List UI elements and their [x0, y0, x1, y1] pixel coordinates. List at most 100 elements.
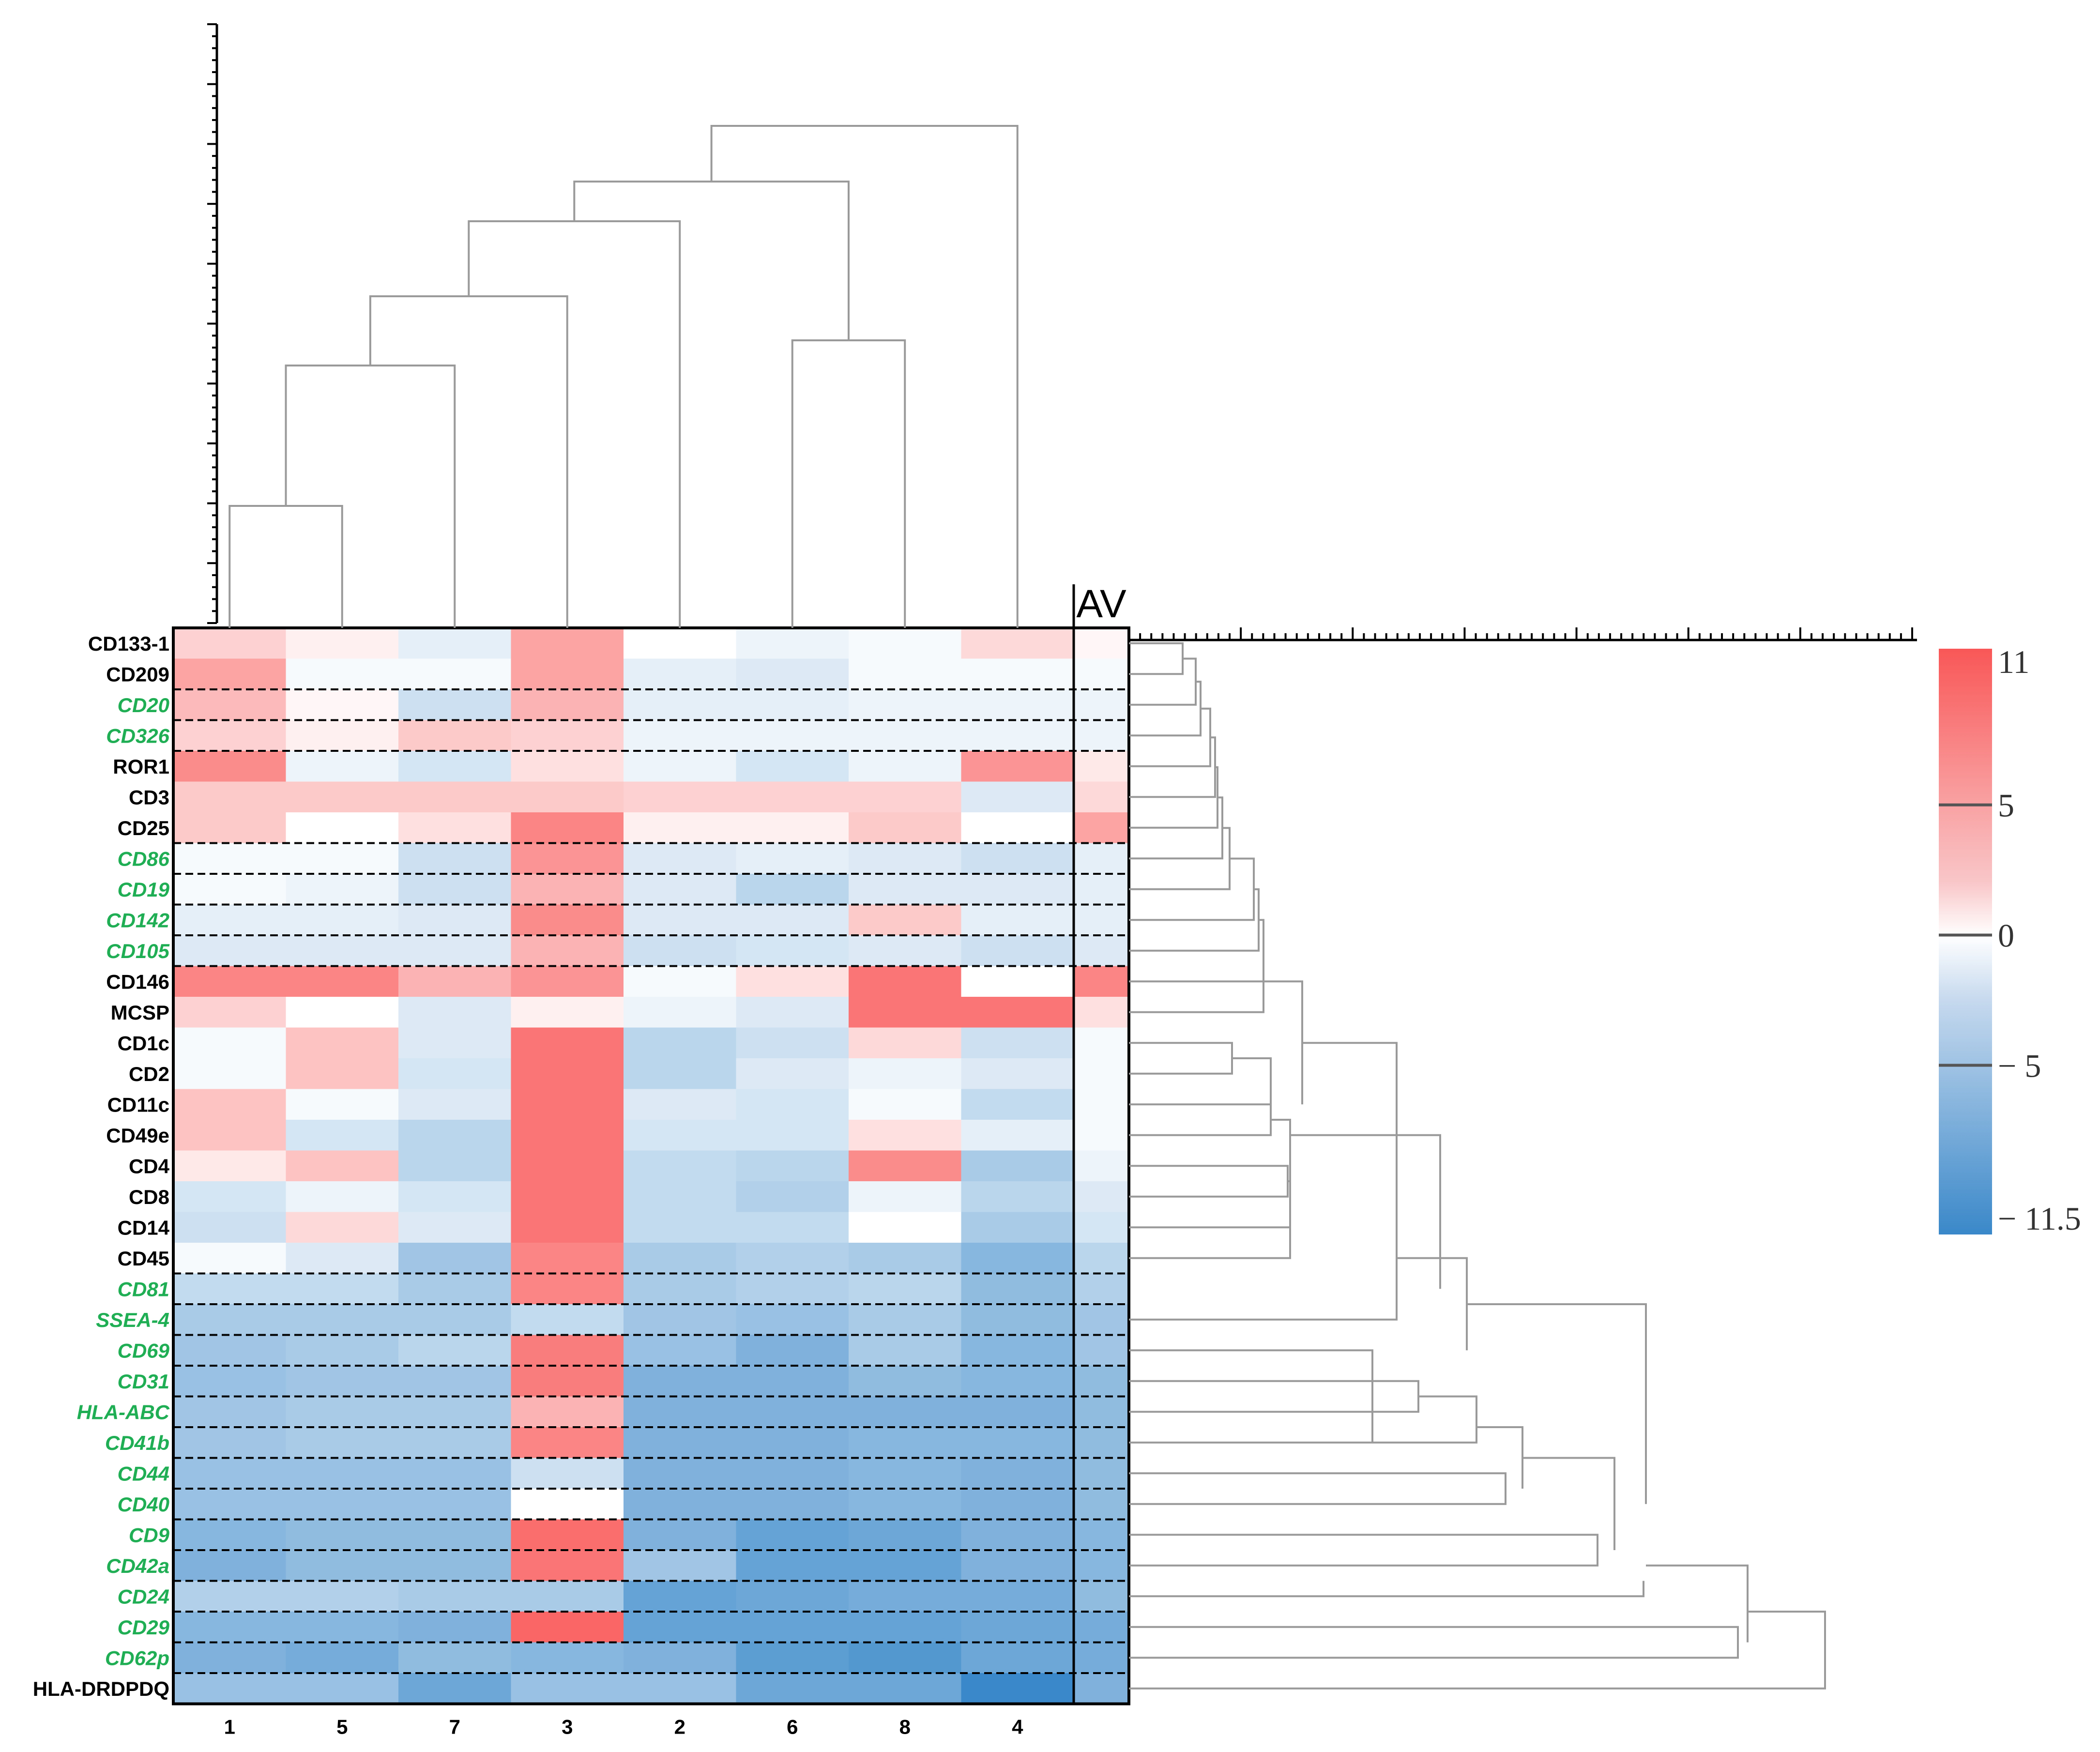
heatmap-cell	[173, 1089, 287, 1120]
heatmap-cell	[624, 843, 737, 874]
dendrogram-link	[369, 295, 568, 628]
heatmap-cell	[173, 1642, 287, 1674]
row-label: CD86	[118, 847, 170, 870]
heatmap-cell	[173, 1150, 287, 1182]
heatmap-cell	[173, 1120, 287, 1151]
heatmap-cell	[849, 1581, 962, 1612]
heatmap-cell	[511, 843, 624, 874]
heatmap-cell	[849, 1273, 962, 1305]
heatmap-cell	[511, 1427, 624, 1459]
heatmap-cell	[961, 781, 1074, 813]
heatmap-cell	[511, 1366, 624, 1397]
heatmap-cell	[624, 1304, 737, 1336]
heatmap-cell	[624, 1273, 737, 1305]
heatmap-cell	[624, 904, 737, 936]
heatmap-cell	[624, 1089, 737, 1120]
heatmap-cell	[736, 966, 849, 997]
heatmap-cell	[849, 1089, 962, 1120]
column-labels: 1 5 7 3 2 6 8 4 AV	[224, 582, 1126, 1738]
dendrogram-link	[1467, 1303, 1647, 1504]
heatmap-cell	[286, 1212, 399, 1243]
row-label: CD29	[118, 1616, 170, 1639]
heatmap-cell	[398, 751, 512, 782]
heatmap-cell	[624, 1642, 737, 1674]
heatmap-cell	[398, 843, 512, 874]
row-label: CD62p	[105, 1646, 169, 1669]
row-label: CD9	[129, 1523, 170, 1546]
heatmap-cell	[173, 1304, 287, 1336]
heatmap-cell	[849, 1058, 962, 1090]
heatmap-cell	[961, 720, 1074, 751]
heatmap-cell	[398, 1212, 512, 1243]
heatmap-cell	[849, 1181, 962, 1213]
dendrogram-link	[1129, 1611, 1826, 1690]
row-label: CD8	[129, 1186, 169, 1208]
heatmap-cell	[961, 1273, 1074, 1305]
row-label: CD4	[129, 1155, 170, 1177]
heatmap-cell	[736, 1427, 849, 1459]
heatmap-cell	[736, 1550, 849, 1582]
heatmap-cell	[961, 628, 1074, 659]
heatmap-cell	[849, 812, 962, 844]
row-label: CD326	[106, 724, 169, 747]
heatmap-cell	[736, 689, 849, 721]
heatmap-cell	[849, 1335, 962, 1366]
average-cell	[1074, 935, 1129, 967]
average-cell	[1074, 1335, 1129, 1366]
dendrogram-link	[1129, 1581, 1644, 1598]
row-label: CD24	[118, 1585, 169, 1608]
heatmap-cell	[961, 874, 1074, 905]
heatmap-cell	[286, 781, 399, 813]
average-cell	[1074, 1273, 1129, 1305]
heatmap-cell	[961, 1519, 1074, 1551]
color-scale-tick-label: − 11.5	[1998, 1200, 2081, 1237]
row-label: MCSP	[111, 1001, 169, 1024]
row-label: CD81	[118, 1278, 169, 1300]
row-label: CD31	[118, 1370, 169, 1393]
heatmap-cell	[736, 1120, 849, 1151]
heatmap-cell	[173, 1458, 287, 1489]
heatmap-cell	[511, 874, 624, 905]
dashed-row-separators	[173, 688, 1129, 1674]
dendrogram-link	[1129, 1165, 1289, 1198]
row-label: CD45	[118, 1247, 169, 1270]
heatmap-cell	[511, 1489, 624, 1520]
heatmap-cell	[511, 781, 624, 813]
heatmap-cell	[624, 1673, 737, 1705]
heatmap-cell	[736, 1673, 849, 1705]
heatmap-cell	[511, 1181, 624, 1213]
dendrogram-link	[1129, 950, 1264, 1013]
average-cell	[1074, 1519, 1129, 1551]
heatmap-cell	[736, 1366, 849, 1397]
heatmap-cell	[173, 1427, 287, 1459]
column-label: 5	[336, 1716, 348, 1738]
heatmap-cell	[624, 628, 737, 659]
heatmap-cell	[961, 1304, 1074, 1336]
heatmap-cell	[286, 1120, 399, 1151]
heatmap-cell	[961, 1212, 1074, 1243]
row-label: SSEA-4	[96, 1309, 169, 1331]
heatmap-cell	[736, 843, 849, 874]
heatmap-cell	[398, 1181, 512, 1213]
heatmap-cell	[173, 720, 287, 751]
heatmap-cell	[624, 812, 737, 844]
heatmap-cell	[398, 1458, 512, 1489]
heatmap-cell	[398, 1581, 512, 1612]
heatmap-cell	[511, 1396, 624, 1428]
heatmap-cell	[624, 1027, 737, 1059]
heatmap-cell	[961, 658, 1074, 690]
heatmap-cell	[736, 1458, 849, 1489]
average-cell	[1074, 1489, 1129, 1520]
heatmap-cell	[961, 1673, 1074, 1705]
average-cell	[1074, 904, 1129, 936]
dendrogram-link	[1232, 1057, 1272, 1120]
heatmap-cell	[173, 812, 287, 844]
color-scale-gradient	[1939, 649, 1992, 1234]
average-cell	[1074, 1181, 1129, 1213]
heatmap-cell	[736, 1181, 849, 1213]
heatmap-cell	[736, 904, 849, 936]
heatmap-cell	[736, 1089, 849, 1120]
average-cell	[1074, 1058, 1129, 1090]
heatmap-cell	[173, 1489, 287, 1520]
heatmap-cell	[961, 1489, 1074, 1520]
